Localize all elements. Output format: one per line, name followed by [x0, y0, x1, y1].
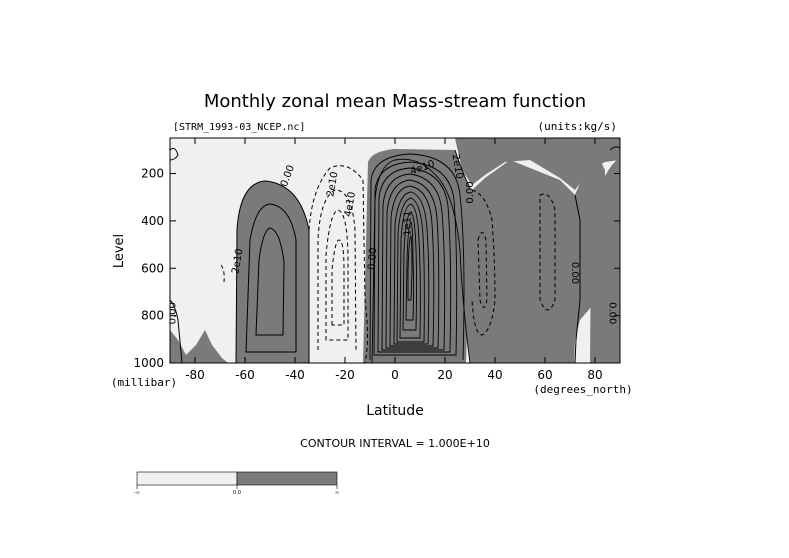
- colorbar-label-max: ∞: [335, 490, 339, 496]
- y-tick-label: 800: [141, 309, 164, 323]
- colorbar-label-min: -∞: [134, 490, 140, 496]
- contours-hadley: [369, 149, 471, 363]
- x-tick-label: 0: [391, 368, 399, 382]
- x-tick-label: -60: [235, 368, 255, 382]
- shade-north-polar: [590, 158, 620, 363]
- contour-label: 4e10: [343, 191, 358, 218]
- contours-zero-north: [170, 146, 620, 363]
- chart-subtitle-left: [STRM_1993-03_NCEP.nc]: [173, 122, 305, 133]
- contour-label: 0.00: [569, 262, 580, 284]
- x-axis-units: (degrees_north): [533, 383, 632, 396]
- colorbar: -∞ 0.0 ∞: [134, 471, 339, 496]
- y-axis: 200 400 600 800 1000: [133, 167, 620, 370]
- contour-interval-text: CONTOUR INTERVAL = 1.000E+10: [300, 437, 490, 450]
- contours-northern-ferrel: [471, 189, 556, 336]
- contour-label: 1e11: [403, 211, 414, 236]
- shade-top-north: [455, 138, 620, 190]
- x-tick-label: 40: [487, 368, 502, 382]
- x-tick-label: -20: [335, 368, 355, 382]
- contours-southern-ferrel: [220, 165, 368, 363]
- chart-subtitle-right: (units:kg/s): [538, 120, 617, 133]
- y-axis-label: Level: [112, 234, 127, 268]
- shade-hadley-core: [368, 150, 469, 363]
- contour-label: 0.00: [168, 302, 179, 324]
- colorbar-positive: [236, 471, 338, 486]
- colorbar-negative: [136, 471, 238, 486]
- contour-label: 2e10: [325, 171, 340, 198]
- y-axis-units: (millibar): [111, 376, 177, 389]
- shade-southern-hadley: [236, 181, 309, 363]
- x-tick-label: 60: [537, 368, 552, 382]
- x-tick-label: 80: [587, 368, 602, 382]
- contour-label: 0.00: [367, 247, 380, 270]
- x-tick-label: -80: [185, 368, 205, 382]
- x-tick-label: 20: [437, 368, 452, 382]
- chart-title: Monthly zonal mean Mass-stream function: [204, 91, 586, 112]
- x-axis: -80 -60 -40 -20 0 20 40 60 80: [185, 138, 603, 382]
- shade-south-polar: [170, 330, 228, 363]
- y-tick-label: 400: [141, 214, 164, 228]
- contours-southern-hadley: [235, 180, 310, 363]
- y-tick-label: 200: [141, 167, 164, 181]
- x-axis-label: Latitude: [366, 403, 424, 419]
- contour-label: 0.00: [465, 181, 476, 203]
- y-tick-label: 600: [141, 261, 164, 275]
- x-tick-label: -40: [285, 368, 305, 382]
- colorbar-label-zero: 0.0: [233, 490, 241, 496]
- shade-hadley: [363, 149, 605, 363]
- y-tick-label: 1000: [133, 356, 164, 370]
- contour-label: 2e10: [449, 153, 464, 180]
- contour-label: 2e10: [230, 248, 245, 275]
- contour-label: 0.00: [607, 302, 618, 324]
